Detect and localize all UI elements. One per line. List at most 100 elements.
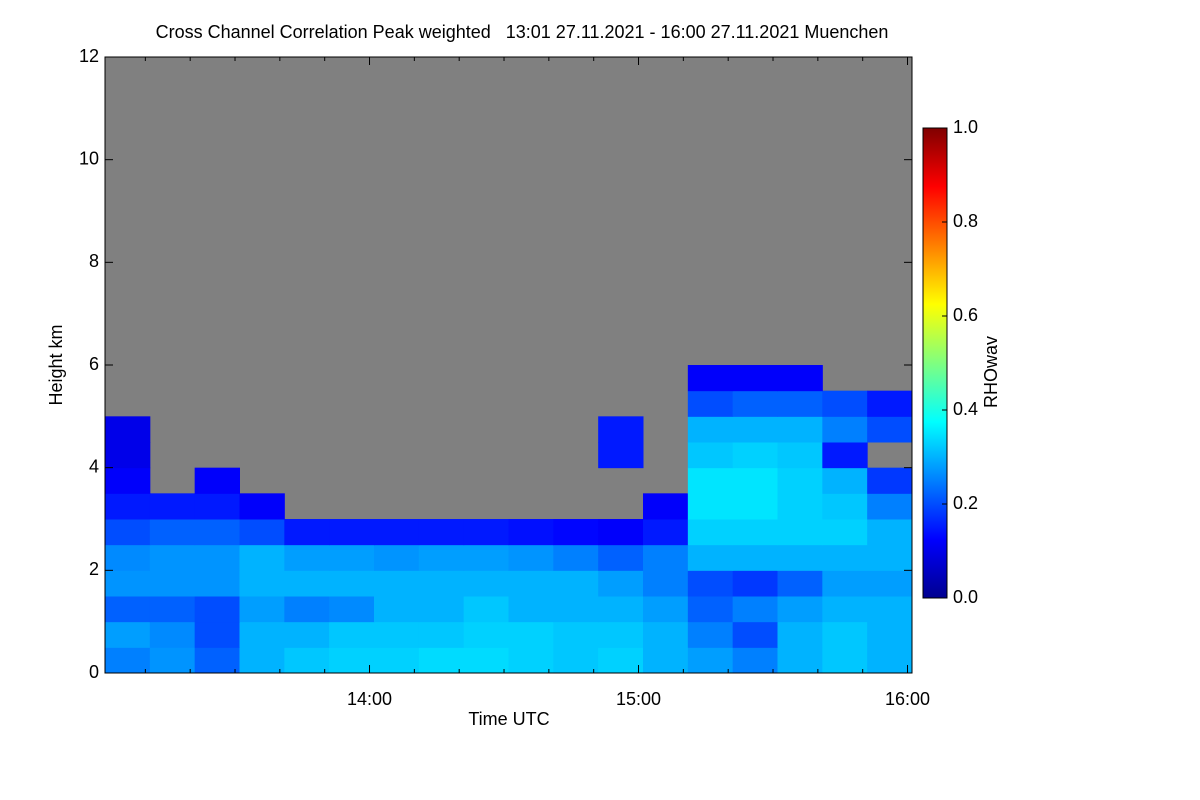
heatmap-cell [732,493,778,520]
heatmap-cell [374,621,420,648]
heatmap-cell [239,621,285,648]
heatmap-cell [149,570,196,597]
heatmap-cell [284,596,330,623]
heatmap-cell [867,493,913,520]
heatmap-cell [105,570,151,597]
heatmap-cell [239,647,285,674]
heatmap-cell [239,544,285,571]
colorbar-tick-label: 0.8 [953,211,978,231]
heatmap-cell [105,442,151,469]
heatmap-cell [374,519,420,546]
heatmap-cell [687,493,734,520]
x-tick-label: 14:00 [347,689,392,709]
heatmap-cell [732,442,778,469]
heatmap-cell [329,647,375,674]
heatmap-cell [822,519,868,546]
heatmap-cell [105,621,151,648]
heatmap-cell [508,544,554,571]
heatmap-cell [777,596,823,623]
heatmap-cell [329,570,375,597]
heatmap-cell [194,621,240,648]
heatmap-cell [194,467,240,494]
heatmap-cell [374,647,420,674]
colorbar-tick-label: 0.0 [953,587,978,607]
heatmap-cell [867,416,913,443]
heatmap-cell [105,647,151,674]
y-axis-label: Height km [46,324,66,405]
heatmap-cell [822,570,868,597]
heatmap-cell [463,621,509,648]
heatmap-cell [105,416,151,443]
heatmap-cell [239,570,285,597]
heatmap-cell [284,544,330,571]
heatmap-cell [777,467,823,494]
heatmap-cell [105,544,151,571]
heatmap-cell [508,570,554,597]
heatmap-cell [867,570,913,597]
heatmap-cell [463,596,509,623]
x-axis-label: Time UTC [468,709,549,729]
heatmap-cell [284,621,330,648]
heatmap-cell [732,365,778,392]
heatmap-cell [687,570,734,597]
heatmap-cell [822,647,868,674]
colorbar-tick-label: 0.4 [953,399,978,419]
heatmap-cell [822,390,868,417]
heatmap-cell [643,596,689,623]
heatmap-cell [284,647,330,674]
heatmap-cell [553,544,599,571]
heatmap-cell [194,519,240,546]
heatmap-cell [687,442,734,469]
heatmap-cell [149,544,196,571]
heatmap-cell [732,519,778,546]
heatmap-cell [553,519,599,546]
heatmap-cell [598,544,644,571]
heatmap-cell [149,519,196,546]
heatmap-cell [418,544,465,571]
heatmap-cell [374,544,420,571]
colorbar [922,127,948,599]
heatmap-cell [194,570,240,597]
heatmap-cell [777,390,823,417]
heatmap-cell [374,570,420,597]
colorbar-tick-label: 0.2 [953,493,978,513]
heatmap-cell [732,621,778,648]
heatmap-cell [105,493,151,520]
heatmap-cell [194,647,240,674]
heatmap-cell [822,467,868,494]
heatmap-cell [508,647,554,674]
heatmap-cell [374,596,420,623]
heatmap-cell [867,519,913,546]
colorbar-label: RHOwav [981,336,1001,408]
heatmap-cell [687,596,734,623]
heatmap-cell [732,390,778,417]
heatmap-cell [687,621,734,648]
heatmap-cell [867,596,913,623]
heatmap-cell [239,493,285,520]
heatmap-cell [643,519,689,546]
heatmap-cell [777,570,823,597]
heatmap-cell [822,544,868,571]
x-tick-label: 16:00 [885,689,930,709]
heatmap-cell [732,416,778,443]
heatmap-cell [598,570,644,597]
chart-title: Cross Channel Correlation Peak weighted … [156,22,889,42]
heatmap-cell [777,519,823,546]
heatmap-cell [149,493,196,520]
heatmap-cell [598,596,644,623]
heatmap-cell [867,621,913,648]
heatmap-cell [687,467,734,494]
heatmap-cell [687,544,734,571]
heatmap-cell [149,621,196,648]
heatmap-cell [194,493,240,520]
heatmap-cell [553,596,599,623]
heatmap-cell [822,416,868,443]
heatmap-cell [508,621,554,648]
heatmap-cell [149,647,196,674]
heatmap-cell [105,596,151,623]
heatmap-cell [687,519,734,546]
heatmap-cell [508,596,554,623]
heatmap-cell [149,596,196,623]
heatmap-cell [194,544,240,571]
heatmap-cell [867,647,913,674]
